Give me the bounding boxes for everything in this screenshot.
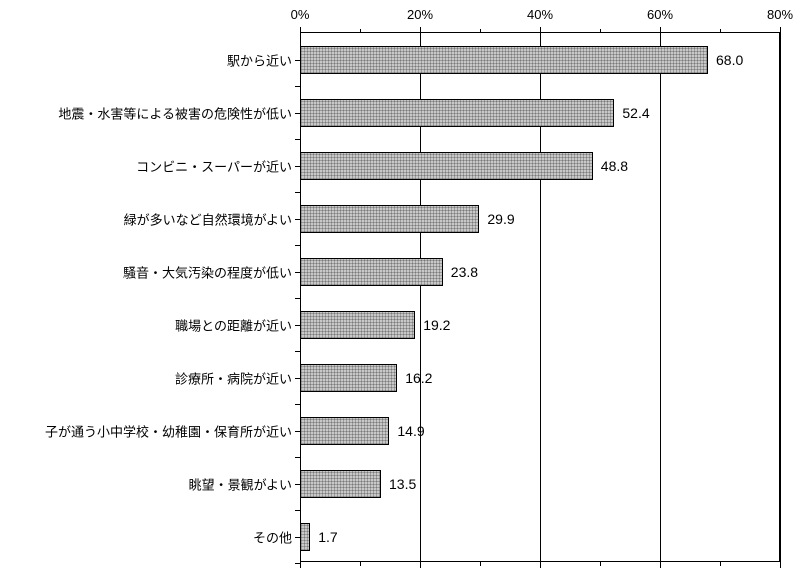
bar bbox=[300, 311, 415, 339]
x-axis-tick-label: 80% bbox=[767, 7, 793, 22]
category-label: 職場との距離が近い bbox=[175, 315, 300, 334]
value-label: 14.9 bbox=[389, 423, 424, 439]
bar bbox=[300, 99, 614, 127]
category-label: その他 bbox=[253, 527, 300, 546]
category-label: 地震・水害等による被害の危険性が低い bbox=[58, 103, 300, 122]
x-axis-tick-label: 60% bbox=[647, 7, 673, 22]
x-axis-tick-label: 20% bbox=[407, 7, 433, 22]
gridline bbox=[660, 33, 661, 562]
bar bbox=[300, 205, 479, 233]
value-label: 1.7 bbox=[310, 529, 337, 545]
category-label: 診療所・病院が近い bbox=[175, 368, 300, 387]
value-label: 48.8 bbox=[593, 158, 628, 174]
plot-area: 0%20%40%60%80%駅から近い68.0地震・水害等による被害の危険性が低… bbox=[300, 32, 780, 562]
bar bbox=[300, 258, 443, 286]
value-label: 16.2 bbox=[397, 370, 432, 386]
bar bbox=[300, 470, 381, 498]
bar bbox=[300, 152, 593, 180]
bar bbox=[300, 364, 397, 392]
value-label: 52.4 bbox=[614, 105, 649, 121]
bar bbox=[300, 46, 708, 74]
value-label: 19.2 bbox=[415, 317, 450, 333]
bar bbox=[300, 417, 389, 445]
x-axis-tick-label: 40% bbox=[527, 7, 553, 22]
gridline bbox=[780, 33, 781, 562]
category-label: 眺望・景観がよい bbox=[189, 474, 300, 493]
category-label: 駅から近い bbox=[227, 50, 300, 69]
category-label: 緑が多いなど自然環境がよい bbox=[124, 209, 300, 228]
category-label: コンビニ・スーパーが近い bbox=[136, 156, 300, 175]
value-label: 23.8 bbox=[443, 264, 478, 280]
category-label: 子が通う小中学校・幼稚園・保育所が近い bbox=[45, 421, 300, 440]
value-label: 68.0 bbox=[708, 52, 743, 68]
x-axis-tick-label: 0% bbox=[291, 7, 310, 22]
bar bbox=[300, 523, 310, 551]
value-label: 29.9 bbox=[479, 211, 514, 227]
value-label: 13.5 bbox=[381, 476, 416, 492]
category-label: 騒音・大気汚染の程度が低い bbox=[123, 262, 300, 281]
bar-chart: 0% 20% 40% 60% 80% 駅から近い 68.0 地震・水害等による被害の危険性が低… bbox=[0, 0, 800, 575]
